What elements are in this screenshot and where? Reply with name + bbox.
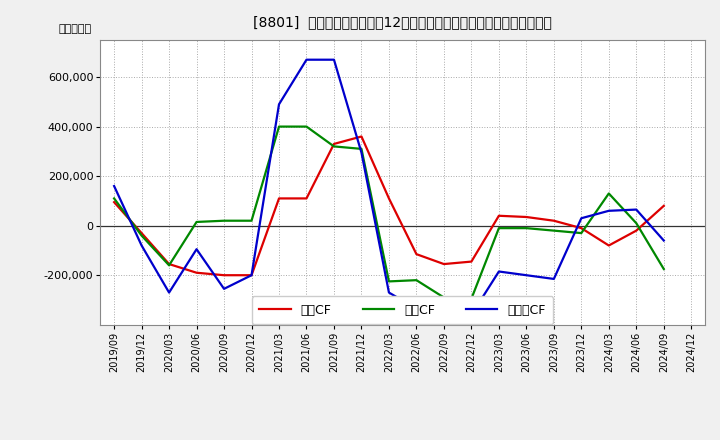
投賄CF [275, 124, 284, 129]
投賄CF [522, 226, 531, 231]
フリーCF [247, 272, 256, 278]
投賄CF [247, 218, 256, 224]
投賄CF [384, 279, 393, 284]
営業CF [384, 196, 393, 201]
Line: 投賄CF: 投賄CF [114, 127, 664, 299]
投賄CF [549, 228, 558, 233]
営業CF [302, 196, 311, 201]
営業CF [109, 199, 118, 205]
営業CF [330, 141, 338, 147]
フリーCF [495, 269, 503, 274]
フリーCF [660, 238, 668, 243]
投賄CF [138, 233, 146, 238]
フリーCF [467, 312, 476, 318]
投賄CF [605, 191, 613, 196]
フリーCF [220, 286, 228, 291]
営業CF [165, 261, 174, 267]
Title: [8801]  キャッシュフローの12か月移動合計の対前年同期増減額の推移: [8801] キャッシュフローの12か月移動合計の対前年同期増減額の推移 [253, 15, 552, 29]
営業CF [412, 252, 420, 257]
営業CF [440, 261, 449, 267]
投賄CF [357, 146, 366, 151]
投賄CF [577, 231, 585, 236]
Line: フリーCF: フリーCF [114, 60, 664, 315]
営業CF [192, 270, 201, 275]
投賄CF [220, 218, 228, 224]
フリーCF [384, 290, 393, 295]
営業CF [247, 272, 256, 278]
投賄CF [495, 226, 503, 231]
フリーCF [138, 243, 146, 248]
営業CF [467, 259, 476, 264]
フリーCF [165, 290, 174, 295]
営業CF [660, 203, 668, 209]
フリーCF [275, 102, 284, 107]
フリーCF [109, 183, 118, 189]
フリーCF [302, 57, 311, 62]
Text: （百万円）: （百万円） [58, 24, 91, 34]
フリーCF [632, 207, 641, 212]
営業CF [522, 214, 531, 220]
営業CF [632, 228, 641, 233]
フリーCF [440, 311, 449, 316]
投賄CF [165, 263, 174, 268]
投賄CF [412, 278, 420, 283]
フリーCF [412, 306, 420, 311]
営業CF [495, 213, 503, 218]
フリーCF [192, 246, 201, 252]
営業CF [138, 231, 146, 236]
フリーCF [357, 150, 366, 155]
営業CF [220, 272, 228, 278]
フリーCF [330, 57, 338, 62]
営業CF [605, 243, 613, 248]
営業CF [357, 134, 366, 139]
Line: 営業CF: 営業CF [114, 136, 664, 275]
営業CF [275, 196, 284, 201]
フリーCF [522, 272, 531, 278]
Legend: 営業CF, 投賄CF, フリーCF: 営業CF, 投賄CF, フリーCF [252, 296, 554, 324]
投賄CF [467, 296, 476, 301]
投賄CF [330, 144, 338, 149]
投賄CF [109, 196, 118, 201]
投賄CF [302, 124, 311, 129]
投賄CF [632, 220, 641, 226]
フリーCF [549, 276, 558, 282]
フリーCF [577, 216, 585, 221]
フリーCF [605, 208, 613, 213]
投賄CF [440, 295, 449, 300]
投賄CF [660, 266, 668, 271]
営業CF [549, 218, 558, 224]
営業CF [577, 226, 585, 231]
投賄CF [192, 219, 201, 224]
